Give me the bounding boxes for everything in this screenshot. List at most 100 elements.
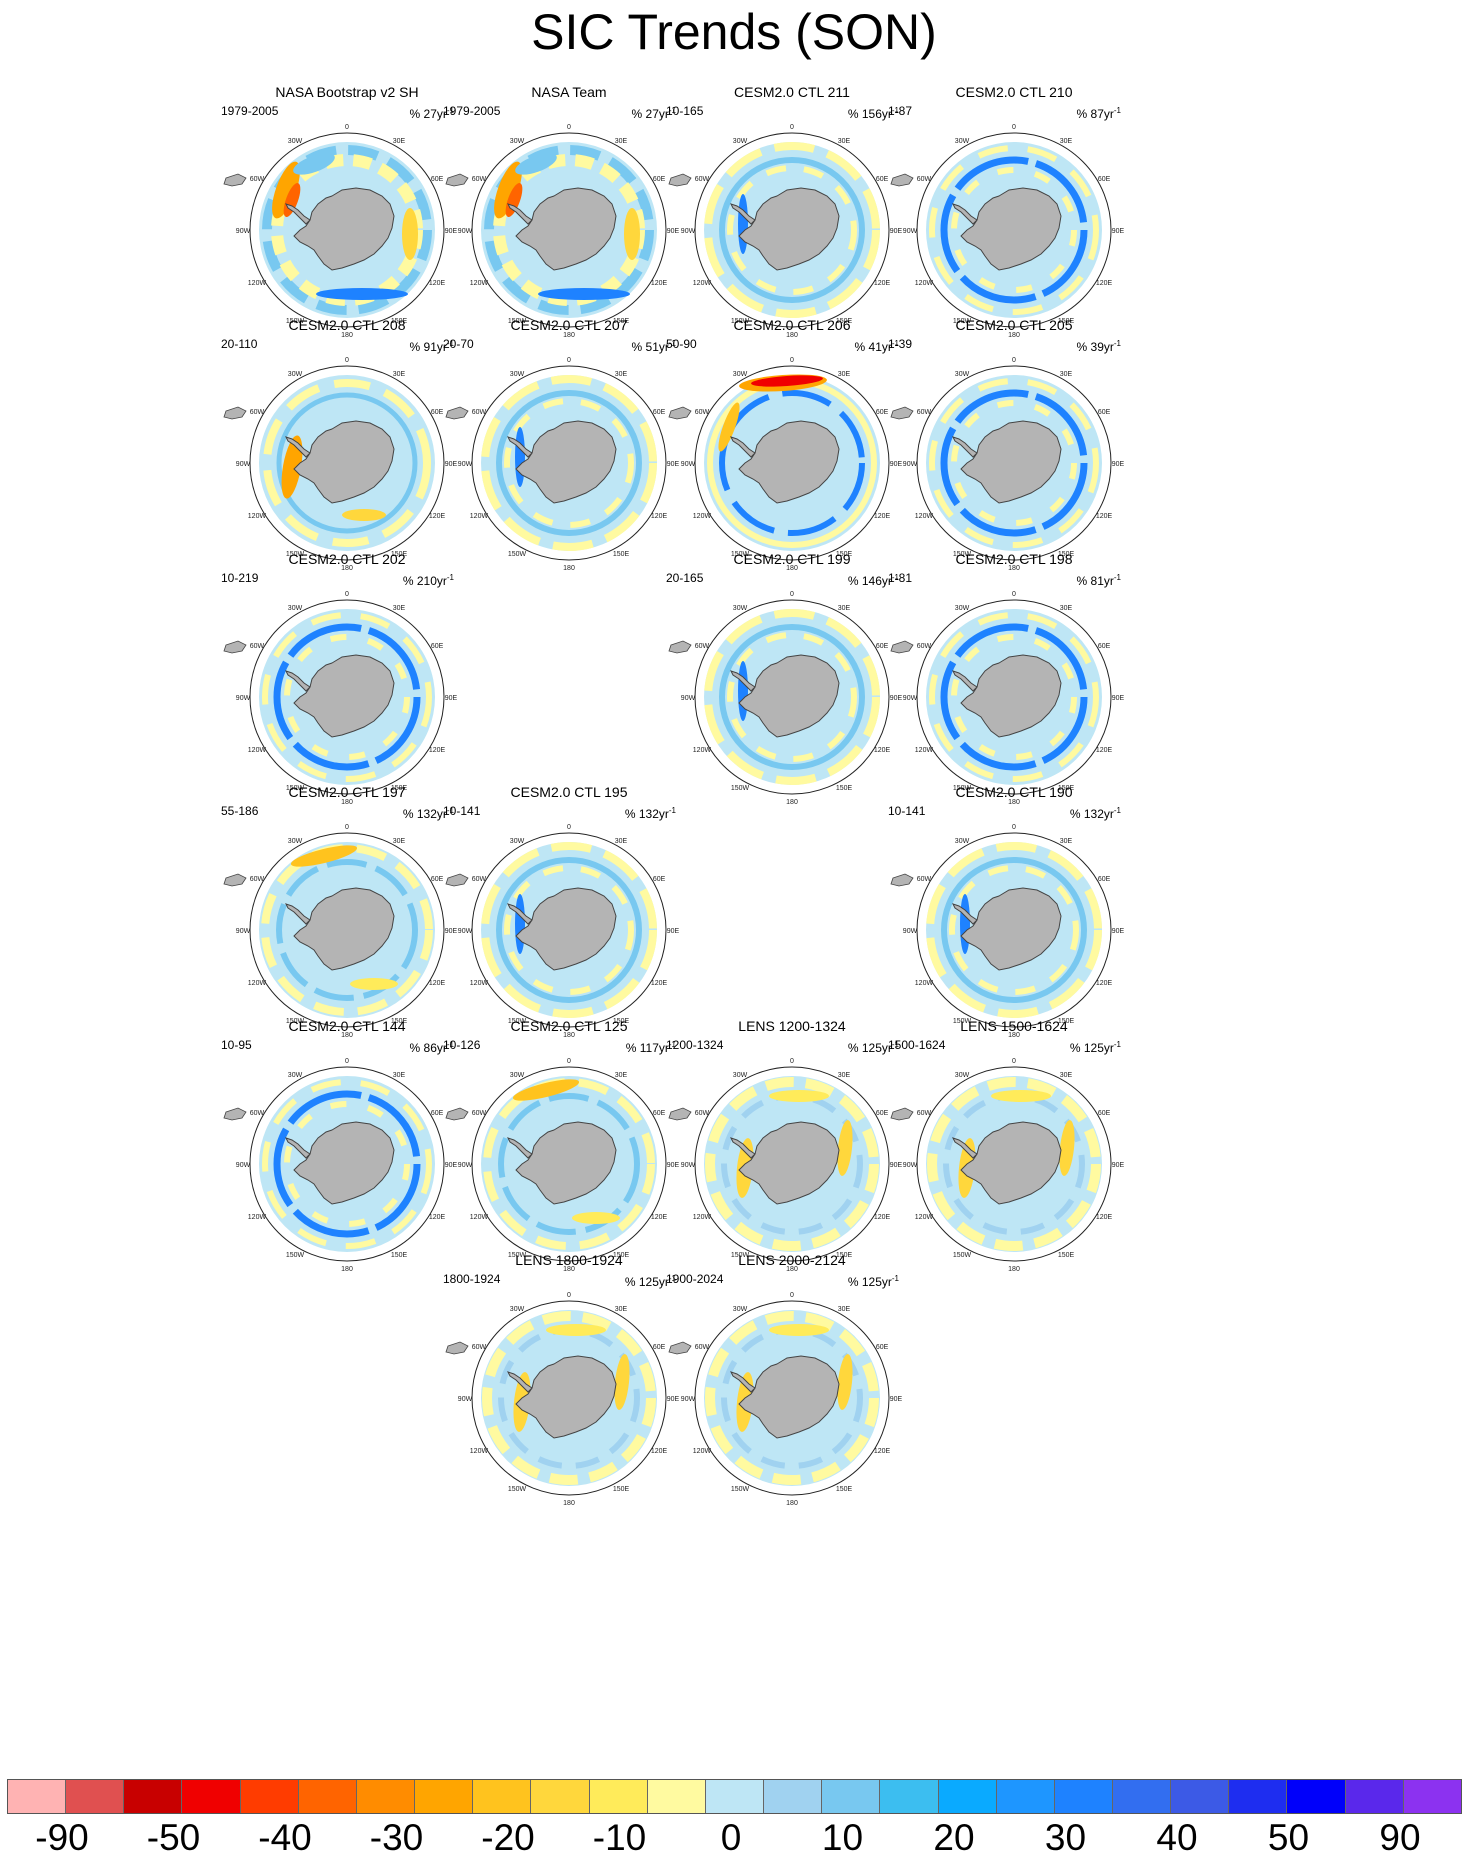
panel-units-text: % 125yr [1069,1041,1114,1055]
panel-units-text: % 117yr [625,1041,669,1055]
panel-years: 1200-1324 [666,1038,724,1052]
panel-units-exponent: -1 [446,1040,454,1049]
longitude-label: 60E [653,1110,666,1117]
longitude-label: 30W [510,1306,525,1313]
longitude-label: 150W [508,551,527,558]
longitude-label: 30E [1060,605,1073,612]
colorbar-label: 20 [933,1817,975,1858]
longitude-label: 120E [429,1214,446,1221]
polar-map: 0 30E 60E 90E 120E 150E 180 150W 120W 90W 60W 30W [223,357,458,572]
longitude-label: 180 [1008,799,1020,806]
longitude-label: 30E [1060,138,1073,145]
longitude-label: 150E [836,1252,853,1259]
polar-map: 0 30E 60E 90E 120E 150E 180 150W 120W 90W 60W 30W [445,1292,680,1507]
panel-units: % 51yr-1 [632,337,676,354]
longitude-label: 150E [391,1252,408,1259]
panel-units: % 125yr-1 [1070,1038,1121,1055]
panel-units-exponent: -1 [1113,339,1121,348]
panel-units-exponent: -1 [668,339,676,348]
longitude-label: 90E [445,695,458,702]
longitude-label: 30W [955,838,970,845]
longitude-label: 0 [567,1058,571,1065]
panel-title: NASA Team [531,84,607,100]
longitude-label: 120W [693,1214,712,1221]
panel-units-exponent: -1 [668,1040,676,1049]
longitude-label: 30E [838,371,851,378]
longitude-label: 150W [731,1486,750,1493]
panel-units: % 86yr-1 [410,1038,454,1055]
longitude-label: 90E [667,461,680,468]
longitude-label: 120W [693,513,712,520]
map-panel: CESM2.0 CTL 211 10-165% 156yr-1 0 30E 60E 90E… [659,84,925,350]
map-panel: NASA Bootstrap v2 SH 1979-2005% 27yr-1 0 30… [214,84,480,350]
panel-title: CESM2.0 CTL 125 [510,1018,628,1034]
polar-map: 0 30E 60E 90E 120E 150E 180 150W 120W 90W 60W 30W [890,124,1125,339]
panel-units: % 146yr-1 [848,571,899,588]
longitude-label: 120E [429,513,446,520]
longitude-label: 150W [508,1486,527,1493]
longitude-label: 180 [786,332,798,339]
longitude-label: 30W [733,1072,748,1079]
panel-years: 1979-2005 [443,104,501,118]
longitude-label: 30E [838,605,851,612]
longitude-label: 30W [288,138,303,145]
longitude-label: 60E [876,643,889,650]
colorbar [7,1779,1462,1814]
colorbar-label: 30 [1044,1817,1087,1858]
polar-map: 0 30E 60E 90E 120E 150E 180 150W 120W 90W 60W 30W [668,357,903,572]
colorbar-box [1287,1780,1346,1813]
colorbar-label: 90 [1379,1817,1421,1858]
longitude-label: 30E [838,1306,851,1313]
panel-title: LENS 1200-1324 [738,1018,846,1034]
polar-map: 0 30E 60E 90E 120E 150E 180 150W 120W 90W 60W 30W [668,1058,903,1273]
longitude-label: 150E [391,318,408,325]
panel-title: CESM2.0 CTL 210 [955,84,1073,100]
longitude-label: 60E [1098,176,1111,183]
panel-title: CESM2.0 CTL 190 [955,784,1073,800]
longitude-label: 180 [1008,565,1020,572]
panel-title: CESM2.0 CTL 211 [734,84,850,100]
colorbar-label: -10 [592,1817,647,1858]
longitude-label: 0 [567,824,571,831]
panel-units-exponent: -1 [668,106,676,115]
longitude-label: 180 [786,1266,798,1273]
longitude-label: 90E [890,461,903,468]
panel-units-exponent: -1 [1113,573,1121,582]
panel-title: CESM2.0 CTL 205 [955,317,1073,333]
colorbar-box [473,1780,532,1813]
longitude-label: 60E [653,176,666,183]
longitude-label: 90E [667,928,680,935]
polar-map: 0 30E 60E 90E 120E 150E 180 150W 120W 90W 60W 30W [223,591,458,806]
panel-units: % 91yr-1 [410,337,454,354]
longitude-label: 60W [472,876,487,883]
longitude-label: 150W [286,785,305,792]
longitude-label: 30E [615,138,628,145]
longitude-label: 150E [836,318,853,325]
colorbar-label: -90 [35,1817,89,1858]
panel-units-text: % 132yr [624,807,669,821]
longitude-label: 30E [393,838,406,845]
longitude-label: 150W [286,318,305,325]
longitude-label: 150W [953,1252,972,1259]
longitude-label: 30W [955,371,970,378]
panel-units-text: % 156yr [847,107,892,121]
longitude-label: 90E [890,1396,903,1403]
longitude-label: 30W [510,371,525,378]
longitude-label: 30W [510,1072,525,1079]
map-panel: CESM2.0 CTL 202 10-219% 210yr-1 0 30E 60E 90E… [214,551,480,817]
panel-years: 50-90 [666,337,697,351]
longitude-label: 120E [874,1214,891,1221]
panel-years: 10-126 [443,1038,481,1052]
longitude-label: 90E [667,228,680,235]
panel-title: CESM2.0 CTL 197 [288,784,406,800]
map-panel: LENS 1200-1324 1200-1324% 125yr-1 0 30E 60E 9… [659,1018,925,1284]
panel-units-exponent: -1 [446,573,454,582]
polar-map: 0 30E 60E 90E 120E 150E 180 150W 120W 90W 60W 30W [445,1058,680,1273]
longitude-label: 120W [248,980,267,987]
colorbar-label: 0 [720,1817,742,1858]
colorbar-box [705,1780,765,1813]
longitude-label: 90W [681,228,696,235]
longitude-label: 90W [458,1162,473,1169]
longitude-label: 60W [917,643,932,650]
longitude-label: 90E [445,461,458,468]
